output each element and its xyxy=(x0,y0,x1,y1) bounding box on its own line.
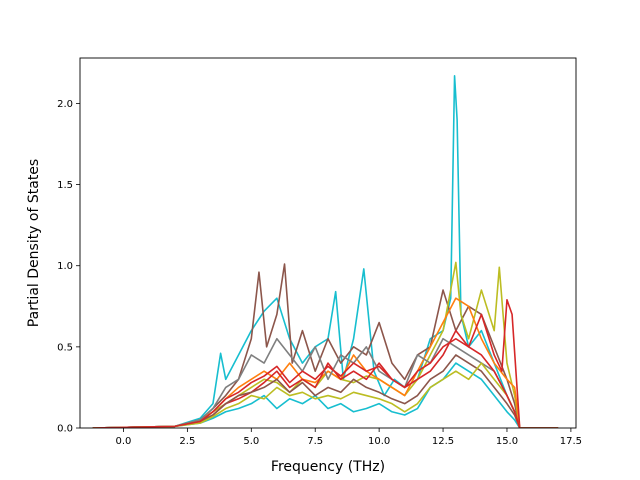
y-tick-label: 0.5 xyxy=(57,342,73,353)
series-line-9 xyxy=(92,337,559,428)
series-line-6 xyxy=(92,362,559,428)
y-tick-label: 1.5 xyxy=(57,180,73,191)
y-tick-label: 0.0 xyxy=(57,424,73,435)
series-line-1 xyxy=(92,263,559,428)
y-tick-label: 1.0 xyxy=(57,261,73,272)
y-axis-ticks: 0.0 0.5 1.0 1.5 2.0 xyxy=(57,99,80,435)
series-line-5 xyxy=(92,337,559,428)
series-line-3 xyxy=(92,297,559,428)
x-tick-label: 7.5 xyxy=(307,436,323,447)
x-tick-label: 17.5 xyxy=(560,436,582,447)
series-line-7 xyxy=(92,354,559,428)
x-tick-label: 10.0 xyxy=(368,436,390,447)
series-line-0 xyxy=(92,75,559,428)
y-axis-title: Partial Density of States xyxy=(26,159,42,327)
x-tick-label: 5.0 xyxy=(243,436,259,447)
series-line-8 xyxy=(92,362,559,428)
series-line-4 xyxy=(92,299,559,428)
x-tick-label: 12.5 xyxy=(432,436,454,447)
plot-frame xyxy=(79,57,577,429)
x-tick-label: 0.0 xyxy=(116,436,132,447)
x-tick-label: 15.0 xyxy=(496,436,518,447)
x-axis-title: Frequency (THz) xyxy=(271,459,385,475)
x-axis-ticks: 0.0 2.5 5.0 7.5 10.0 12.5 15.0 17.5 xyxy=(116,428,582,447)
series-layer xyxy=(92,75,559,428)
y-tick-label: 2.0 xyxy=(57,99,73,110)
x-tick-label: 2.5 xyxy=(179,436,195,447)
